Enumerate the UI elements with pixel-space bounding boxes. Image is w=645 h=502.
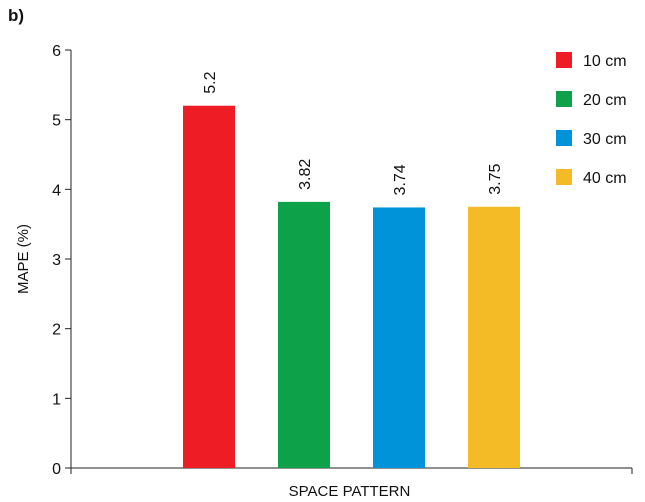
y-tick-label: 5 <box>52 113 61 130</box>
bars: 5.2 3.82 3.74 3.75 <box>183 71 520 469</box>
legend-label: 30 cm <box>583 131 627 148</box>
legend-swatch <box>556 91 572 107</box>
bar <box>373 207 425 469</box>
bar-value-label: 3.75 <box>487 164 504 195</box>
bar <box>468 206 520 468</box>
bar-value-label: 3.74 <box>392 164 409 195</box>
y-tick-label: 0 <box>52 461 61 478</box>
y-tick-label: 3 <box>52 252 61 269</box>
bar-value-label: 5.2 <box>202 71 219 93</box>
bar-value-label: 3.82 <box>297 159 314 190</box>
y-tick-label: 2 <box>52 322 61 339</box>
axes: 0 1 2 3 4 5 6 MAPE (%) SPACE PATTERN <box>15 43 633 500</box>
legend-label: 40 cm <box>583 170 627 187</box>
y-axis-label: MAPE (%) <box>15 224 32 294</box>
legend-swatch <box>556 130 572 146</box>
bar <box>278 201 330 468</box>
panel-label: b) <box>8 6 25 25</box>
y-tick-label: 6 <box>52 43 61 60</box>
legend-label: 20 cm <box>583 92 627 109</box>
bar <box>183 105 235 468</box>
legend-swatch <box>556 169 572 185</box>
legend-swatch <box>556 52 572 68</box>
y-tick-label: 4 <box>52 182 61 199</box>
legend: 10 cm 20 cm 30 cm 40 cm <box>556 52 627 187</box>
x-axis-label: SPACE PATTERN <box>289 483 411 500</box>
y-tick-label: 1 <box>52 391 61 408</box>
legend-label: 10 cm <box>583 53 627 70</box>
